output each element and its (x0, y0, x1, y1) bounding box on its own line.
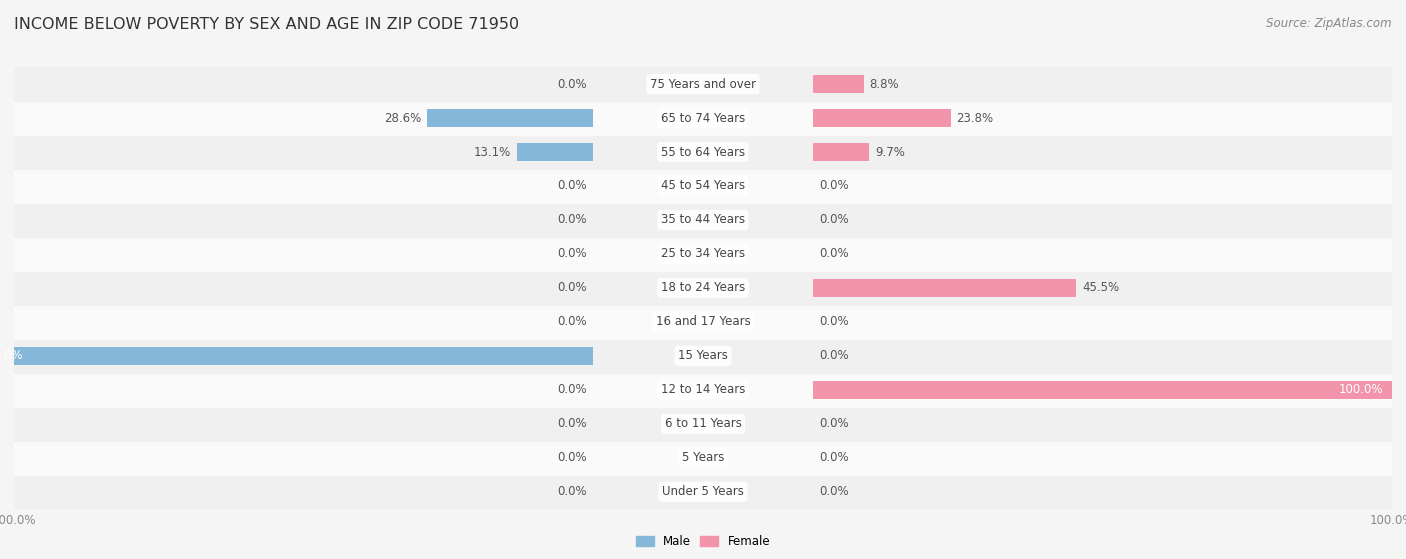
Bar (593, 339, 813, 373)
Bar (813, 279, 1077, 297)
Text: 0.0%: 0.0% (818, 214, 848, 226)
Bar (813, 67, 1392, 101)
Text: Under 5 Years: Under 5 Years (662, 485, 744, 498)
Bar (593, 475, 813, 509)
Text: 75 Years and over: 75 Years and over (650, 78, 756, 91)
Legend: Male, Female: Male, Female (631, 530, 775, 553)
Text: 0.0%: 0.0% (818, 248, 848, 260)
Bar (593, 237, 813, 271)
Text: 5 Years: 5 Years (682, 451, 724, 464)
Bar (813, 109, 950, 127)
Text: 0.0%: 0.0% (818, 179, 848, 192)
Text: 0.0%: 0.0% (558, 214, 588, 226)
Text: 100.0%: 100.0% (0, 349, 22, 362)
Bar (813, 75, 863, 93)
Bar (14, 339, 593, 373)
Text: 0.0%: 0.0% (818, 315, 848, 328)
Bar (813, 101, 1392, 135)
Bar (14, 203, 593, 237)
Bar (14, 305, 593, 339)
Bar (593, 440, 813, 475)
Bar (813, 135, 1392, 169)
Bar (14, 440, 593, 475)
Bar (813, 381, 1392, 399)
Text: 0.0%: 0.0% (558, 248, 588, 260)
Text: 0.0%: 0.0% (818, 451, 848, 464)
Bar (14, 135, 593, 169)
Bar (813, 339, 1392, 373)
Text: 18 to 24 Years: 18 to 24 Years (661, 281, 745, 295)
Text: 45 to 54 Years: 45 to 54 Years (661, 179, 745, 192)
Text: 0.0%: 0.0% (558, 485, 588, 498)
Text: 100.0%: 100.0% (1339, 383, 1384, 396)
Text: 12 to 14 Years: 12 to 14 Years (661, 383, 745, 396)
Bar (593, 135, 813, 169)
Bar (14, 347, 593, 364)
Text: 0.0%: 0.0% (818, 349, 848, 362)
Bar (593, 169, 813, 203)
Text: 35 to 44 Years: 35 to 44 Years (661, 214, 745, 226)
Bar (14, 101, 593, 135)
Text: 0.0%: 0.0% (558, 281, 588, 295)
Text: 0.0%: 0.0% (558, 78, 588, 91)
Text: 0.0%: 0.0% (558, 383, 588, 396)
Text: 65 to 74 Years: 65 to 74 Years (661, 112, 745, 125)
Text: INCOME BELOW POVERTY BY SEX AND AGE IN ZIP CODE 71950: INCOME BELOW POVERTY BY SEX AND AGE IN Z… (14, 17, 519, 32)
Text: 13.1%: 13.1% (474, 145, 512, 159)
Text: 0.0%: 0.0% (558, 451, 588, 464)
Text: 28.6%: 28.6% (384, 112, 422, 125)
Text: 45.5%: 45.5% (1083, 281, 1119, 295)
Bar (14, 407, 593, 440)
Bar (14, 67, 593, 101)
Text: 23.8%: 23.8% (956, 112, 994, 125)
Text: 16 and 17 Years: 16 and 17 Years (655, 315, 751, 328)
Text: 6 to 11 Years: 6 to 11 Years (665, 417, 741, 430)
Bar (14, 373, 593, 407)
Bar (593, 67, 813, 101)
Bar (813, 143, 869, 161)
Bar (813, 373, 1392, 407)
Bar (593, 101, 813, 135)
Bar (517, 143, 593, 161)
Bar (14, 237, 593, 271)
Text: 0.0%: 0.0% (558, 179, 588, 192)
Text: 0.0%: 0.0% (818, 417, 848, 430)
Bar (593, 407, 813, 440)
Bar (593, 305, 813, 339)
Text: Source: ZipAtlas.com: Source: ZipAtlas.com (1267, 17, 1392, 30)
Bar (813, 169, 1392, 203)
Bar (593, 373, 813, 407)
Text: 25 to 34 Years: 25 to 34 Years (661, 248, 745, 260)
Bar (813, 440, 1392, 475)
Bar (14, 271, 593, 305)
Text: 8.8%: 8.8% (870, 78, 900, 91)
Bar (813, 271, 1392, 305)
Bar (813, 305, 1392, 339)
Bar (813, 407, 1392, 440)
Text: 0.0%: 0.0% (558, 417, 588, 430)
Bar (14, 169, 593, 203)
Bar (427, 109, 593, 127)
Text: 0.0%: 0.0% (818, 485, 848, 498)
Bar (14, 475, 593, 509)
Bar (813, 237, 1392, 271)
Text: 15 Years: 15 Years (678, 349, 728, 362)
Text: 55 to 64 Years: 55 to 64 Years (661, 145, 745, 159)
Bar (813, 203, 1392, 237)
Text: 0.0%: 0.0% (558, 315, 588, 328)
Bar (593, 271, 813, 305)
Text: 9.7%: 9.7% (875, 145, 905, 159)
Bar (813, 475, 1392, 509)
Bar (593, 203, 813, 237)
